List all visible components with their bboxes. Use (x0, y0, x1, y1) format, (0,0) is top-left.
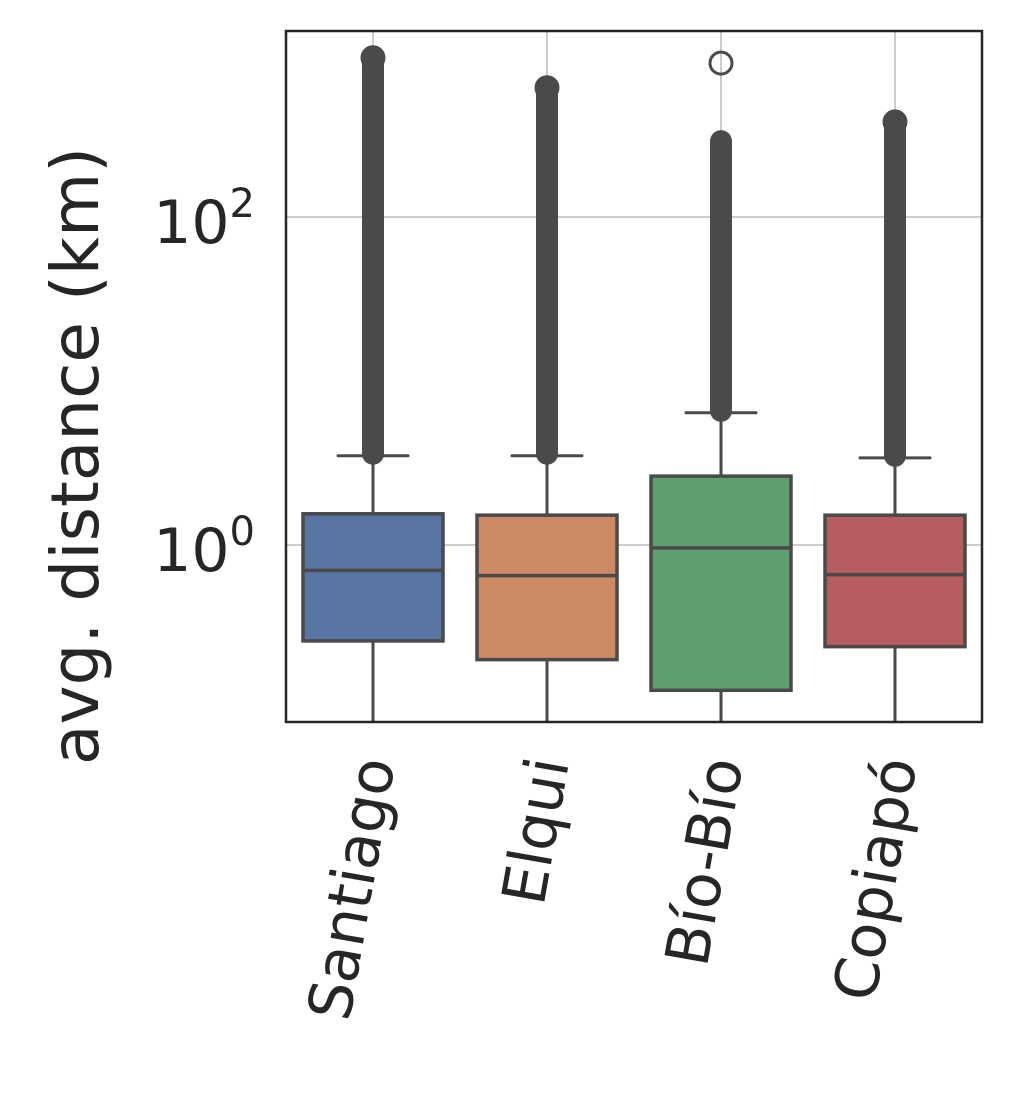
iqr-box (823, 513, 967, 649)
outlier-point (360, 45, 386, 71)
iqr-box (301, 512, 445, 643)
x-tick-labels: Santiago Elqui Bío-Bío Copiapó (295, 752, 932, 1025)
outlier-points (884, 110, 906, 467)
x-tick-label: Copiapó (820, 752, 931, 1005)
x-tick-label: Santiago (295, 752, 410, 1025)
iqr-box (649, 474, 793, 693)
y-axis-label: avg. distance (km) (37, 147, 114, 765)
box-santiago (301, 45, 445, 722)
y-tick-label: 100 (153, 509, 255, 586)
box-bobo (649, 50, 793, 722)
x-tick-label: Elqui (489, 752, 584, 909)
outlier-points (710, 130, 732, 422)
x-tick-label: Bío-Bío (652, 752, 757, 971)
outlier-point (708, 50, 734, 76)
axes-frame (284, 29, 984, 724)
iqr-box (475, 513, 619, 662)
outlier-points (536, 76, 558, 465)
outlier-points (362, 46, 384, 465)
outlier-point (882, 109, 908, 135)
y-tick-label: 102 (153, 181, 255, 258)
outlier-point (534, 75, 560, 101)
box-series (301, 45, 967, 722)
y-tick-labels: 102 100 (153, 181, 255, 586)
box-elqui (475, 75, 619, 722)
box-copiap (823, 109, 967, 722)
